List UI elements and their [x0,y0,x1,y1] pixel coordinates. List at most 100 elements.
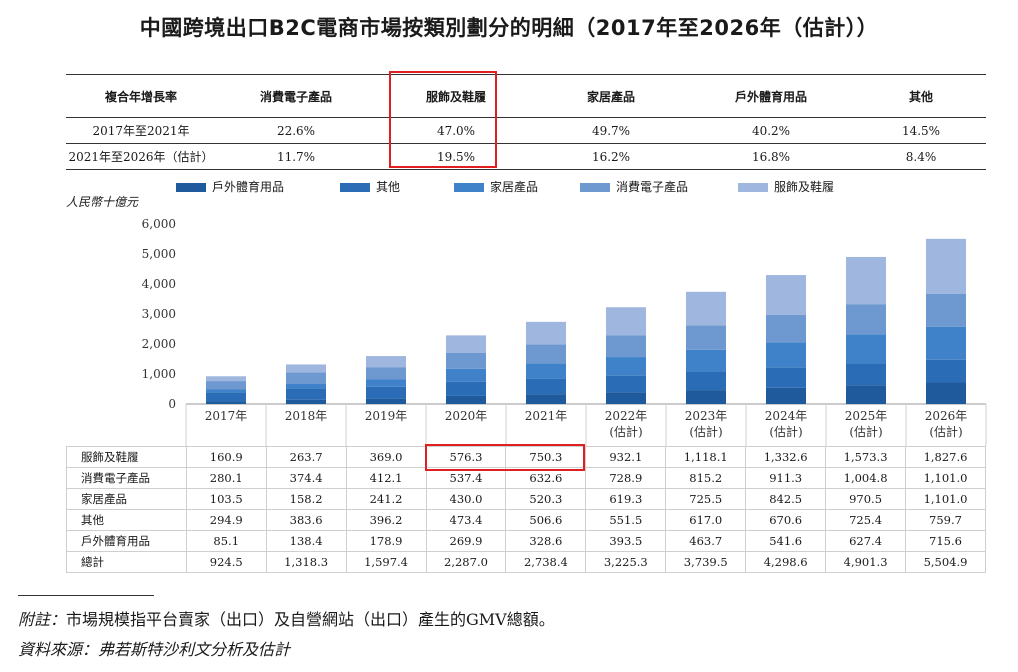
bar-segment-outdoor [686,390,726,404]
x-tick-note: (估計) [849,424,882,439]
bar-segment-apparel [446,335,486,353]
legend-label: 服飾及鞋履 [774,180,835,194]
y-tick-label: 4,000 [142,277,176,291]
data-cell: 1,332.6 [745,446,827,468]
data-row-label: 戶外體育用品 [66,530,187,552]
bar-segment-electronics [366,367,406,380]
chart-title: 中國跨境出口B2C電商市場按類別劃分的明細（2017年至2026年（估計）） [139,16,879,40]
bar-segment-home [206,389,246,393]
x-tick-label: 2019年 [365,409,408,423]
cagr-cell: 8.4% [905,149,937,164]
bar-segment-electronics [206,381,246,390]
data-cell: 412.1 [345,467,427,489]
data-table: 服飾及鞋履 160.9 263.7 369.0 576.3 750.3 932.1 1,118… [66,446,986,573]
data-cell: 241.2 [345,488,427,510]
data-cell: 160.9 [185,446,267,468]
bar-segment-home [286,383,326,389]
x-tick-note: (估計) [689,424,722,439]
data-cell: 670.6 [745,509,827,531]
legend-item-outdoor: 戶外體育用品 [176,178,284,195]
cagr-row-2021-2026: 2021年至2026年（估計） 11.7% 19.5% 16.2% 16.8% … [66,144,986,170]
data-cell: 725.5 [665,488,747,510]
data-cell: 430.0 [425,488,507,510]
data-cell: 393.5 [585,530,667,552]
bar-segment-others [286,388,326,400]
bar-segment-apparel [206,376,246,382]
data-cell: 2,738.4 [505,551,587,573]
legend-swatch [340,183,370,192]
cagr-cell: 16.8% [751,149,791,164]
apparel-2020-2021-highlight [425,444,585,471]
bar-segment-others [446,381,486,396]
x-tick-label: 2021年 [525,409,568,423]
legend-swatch [738,183,768,192]
data-cell: 551.5 [585,509,667,531]
source-label: 資料來源： [18,640,99,659]
data-cell: 463.7 [665,530,747,552]
legend-label: 家居產品 [490,180,539,194]
bar-segment-apparel [846,256,886,305]
data-cell: 294.9 [185,509,267,531]
legend-item-others: 其他 [340,178,400,195]
bar-segment-apparel [686,291,726,326]
bar-segment-electronics [526,344,566,364]
data-cell: 1,597.4 [345,551,427,573]
bar-segment-others [926,359,966,383]
stacked-bar-chart: 0 1,000 2,000 3,000 4,000 5,000 6,000 2017年 2018… [142,217,987,446]
bar-segment-others [846,363,886,386]
cagr-cell: 19.5% [436,149,476,164]
bar-segment-others [526,378,566,395]
bar-segment-apparel [606,307,646,336]
bar-segment-outdoor [606,392,646,404]
data-cell: 103.5 [185,488,267,510]
data-row-label: 消費電子產品 [66,467,187,489]
bar-segment-others [766,367,806,388]
x-tick-label: 2018年 [285,409,328,423]
legend-item-home: 家居產品 [454,178,538,195]
cagr-header-home: 家居產品 [586,89,635,104]
y-tick-label: 6,000 [142,217,176,231]
x-tick-label: 2026年 [925,409,968,423]
data-cell: 728.9 [585,467,667,489]
bar-segment-electronics [926,293,966,327]
data-cell: 627.4 [825,530,907,552]
bar-segment-apparel [286,364,326,373]
data-cell: 932.1 [585,446,667,468]
bar-segment-electronics [606,335,646,358]
source-text: 弗若斯特沙利文分析及估計 [98,640,291,659]
legend-item-apparel: 服飾及鞋履 [738,178,834,195]
cagr-cell: 49.7% [591,123,631,138]
data-table-row: 家居產品 103.5 158.2 241.2 430.0 520.3 619.3 725.5 8… [66,488,986,510]
data-cell: 911.3 [745,467,827,489]
bar-segment-electronics [766,315,806,343]
data-cell: 759.7 [905,509,986,531]
data-cell: 1,101.0 [905,467,986,489]
data-cell: 617.0 [665,509,747,531]
data-row-label: 總計 [66,551,187,573]
cagr-header-apparel: 服飾及鞋履 [425,89,486,104]
x-tick-label: 2017年 [205,409,248,423]
cagr-row-label: 2021年至2026年（估計） [68,150,214,164]
data-cell: 178.9 [345,530,427,552]
data-table-row: 總計 924.5 1,318.3 1,597.4 2,287.0 2,738.4 3,225… [66,551,986,573]
cagr-header-row: 複合年增長率 消費電子產品 服飾及鞋履 家居產品 戶外體育用品 其他 [66,74,986,118]
bar-segment-outdoor [286,399,326,404]
data-cell: 3,225.3 [585,551,667,573]
y-tick-label: 3,000 [142,307,176,321]
bar-segment-electronics [686,325,726,350]
data-cell: 1,827.6 [905,446,986,468]
bar-segment-apparel [526,321,566,345]
x-tick-label: 2023年 [685,409,728,423]
data-cell: 520.3 [505,488,587,510]
bar-segment-home [846,334,886,364]
data-cell: 1,573.3 [825,446,907,468]
data-cell: 269.9 [425,530,507,552]
bar-segment-others [206,392,246,402]
bar-segment-outdoor [766,387,806,404]
cagr-header-label: 複合年增長率 [104,89,177,104]
bar-segment-home [926,326,966,360]
y-tick-label: 0 [168,397,176,411]
legend-label: 其他 [376,180,401,194]
cagr-header-outdoor: 戶外體育用品 [734,89,807,104]
data-cell: 506.6 [505,509,587,531]
